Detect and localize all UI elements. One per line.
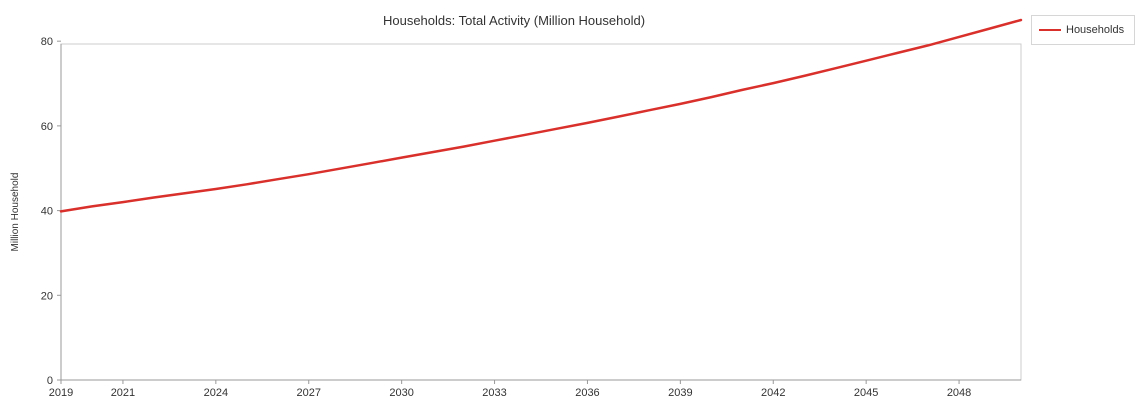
legend-swatch xyxy=(1039,29,1061,31)
x-tick-label: 2030 xyxy=(389,387,413,399)
plot-area xyxy=(60,43,1022,381)
y-axis: 0 20 40 60 80 xyxy=(41,36,62,387)
y-axis-label: Million Household xyxy=(10,173,21,252)
chart-title: Households: Total Activity (Million Hous… xyxy=(383,13,645,28)
x-tick-label: 2019 xyxy=(49,387,73,399)
legend[interactable]: Households xyxy=(1031,15,1135,45)
y-tick-label: 60 xyxy=(41,121,53,133)
y-tick-label: 0 xyxy=(47,375,53,387)
x-tick-label: 2048 xyxy=(947,387,971,399)
y-tick-label: 20 xyxy=(41,290,53,302)
x-tick-label: 2027 xyxy=(296,387,320,399)
x-tick-label: 2033 xyxy=(482,387,506,399)
x-tick-label: 2039 xyxy=(668,387,692,399)
legend-label: Households xyxy=(1066,24,1125,36)
x-tick-label: 2045 xyxy=(854,387,878,399)
x-tick-label: 2024 xyxy=(204,387,228,399)
x-tick-label: 2021 xyxy=(111,387,135,399)
y-tick-label: 40 xyxy=(41,206,53,218)
x-tick-label: 2036 xyxy=(575,387,599,399)
series-layer xyxy=(59,18,1023,213)
y-tick-label: 80 xyxy=(41,36,53,48)
x-axis: 2019 2021 2024 2027 2030 2033 2036 2039 2042 2045… xyxy=(49,379,1021,399)
x-tick-label: 2042 xyxy=(761,387,785,399)
series-line-households[interactable] xyxy=(59,18,1023,213)
